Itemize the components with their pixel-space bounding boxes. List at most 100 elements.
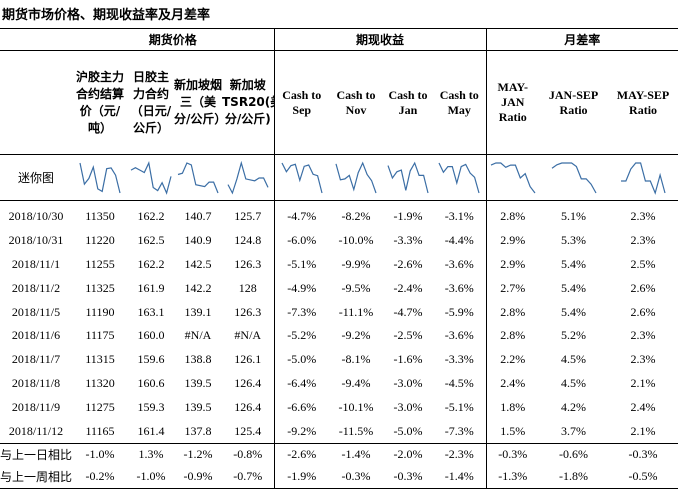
value-cell: 138.8 — [184, 352, 212, 367]
value-cell: -2.6% — [393, 256, 423, 271]
value-cell: 2.3% — [630, 328, 656, 343]
value-cell: -1.0% — [72, 442, 128, 466]
sparkline-chart — [281, 162, 323, 193]
comparison-row: 与上一周相比 -0.2% -1.0% -0.9% -0.7% -1.9% -0.3% -0.3… — [0, 465, 678, 489]
sparkline-line — [387, 161, 429, 193]
column-header: MAY-JAN Ratio — [485, 50, 540, 155]
table-row: 2018/11/8 11320 160.6 139.5 126.4 -6.4% -9.4% -… — [0, 371, 678, 396]
table-row: 2018/10/31 11220 162.5 140.9 124.8 -6.0% -10.0… — [0, 228, 678, 253]
value-cell: 5.4% — [561, 256, 587, 271]
sparkline-cell — [485, 154, 540, 201]
value-cell: -4.9% — [273, 276, 330, 301]
value-cell: 126.1 — [234, 352, 262, 367]
value-cell: -5.2% — [273, 323, 330, 348]
value-cell: -0.3% — [329, 465, 384, 489]
table-row: 2018/11/12 11165 161.4 137.8 125.4 -9.2% -11.5… — [0, 419, 678, 444]
table-row: 2018/11/9 11275 159.3 139.5 126.4 -6.6% -10.1%… — [0, 395, 678, 420]
sparkline-cell — [222, 154, 275, 201]
sparkline-line — [490, 161, 536, 193]
table-row: 2018/11/1 11255 162.2 142.5 126.3 -5.1% -9.9% -… — [0, 252, 678, 277]
table-row: 2018/11/6 11175 160.0 #N/A #N/A -5.2% -9.2% -2.… — [0, 323, 678, 348]
column-header: Cash to Jan — [383, 50, 434, 155]
value-cell: #N/A — [234, 328, 262, 343]
value-cell: 5.1% — [561, 209, 587, 224]
value-cell: -0.3% — [608, 442, 678, 466]
sparkline-chart — [621, 161, 666, 195]
value-cell: 2.2% — [485, 347, 540, 372]
value-cell: 159.3 — [137, 399, 165, 414]
value-cell: 161.9 — [137, 280, 165, 295]
value-cell: 4.2% — [561, 399, 587, 414]
value-cell: -3.0% — [393, 399, 423, 414]
table-row: 2018/11/2 11325 161.9 142.2 128 -4.9% -9.5% -2.… — [0, 276, 678, 301]
comparison-row: 与上一日相比 -1.0% 1.3% -1.2% -0.8% -2.6% -1.4% -2.0%… — [0, 442, 678, 466]
value-cell: -10.1% — [338, 399, 374, 414]
value-cell: -3.6% — [444, 280, 474, 295]
value-cell: -11.5% — [338, 423, 374, 438]
value-cell: -7.3% — [273, 300, 330, 324]
value-cell: 3.7% — [561, 423, 587, 438]
value-cell: 11190 — [85, 304, 115, 319]
date-header — [0, 50, 72, 155]
sparkline-cell — [608, 154, 678, 201]
value-cell: 2.9% — [485, 228, 540, 253]
sparkline-line — [130, 160, 172, 195]
value-cell: 11275 — [85, 399, 115, 414]
sparkline-cell — [383, 154, 434, 201]
sparkline-cell — [539, 154, 609, 201]
value-cell: 2.5% — [630, 256, 656, 271]
value-cell: 11220 — [85, 233, 115, 248]
value-cell: 2.1% — [630, 423, 656, 438]
value-cell: -6.6% — [273, 395, 330, 420]
value-cell: -1.8% — [539, 465, 609, 489]
value-cell: -1.0% — [128, 465, 174, 489]
value-cell: -3.1% — [444, 209, 474, 224]
column-header: Cash to May — [433, 50, 487, 155]
value-cell: -0.3% — [383, 465, 434, 489]
value-cell: 160.0 — [137, 328, 165, 343]
sparkline-chart — [177, 161, 219, 193]
table-title: 期货市场价格、期现收益率及月差率 — [2, 8, 211, 23]
value-cell: -9.2% — [273, 419, 330, 444]
value-cell: -6.4% — [273, 371, 330, 396]
value-cell: 139.5 — [184, 375, 212, 390]
value-cell: 162.2 — [137, 256, 165, 271]
sparkline-chart — [79, 162, 121, 193]
table-row: 2018/11/7 11315 159.6 138.8 126.1 -5.0% -8.1% -… — [0, 347, 678, 372]
value-cell: 137.8 — [184, 423, 212, 438]
value-cell: -6.0% — [273, 228, 330, 253]
sparkline-label: 迷你图 — [0, 154, 72, 201]
value-cell: -3.6% — [444, 328, 474, 343]
market-table: 期货价格 期现收益 月差率 沪胶主力合约结算价（元/吨） 日胶主力合约（日元/公… — [0, 28, 678, 489]
value-cell: 5.4% — [561, 304, 587, 319]
value-cell: -8.1% — [341, 352, 371, 367]
value-cell: 142.2 — [184, 280, 212, 295]
value-cell: -8.2% — [341, 209, 371, 224]
value-cell: 161.4 — [137, 423, 165, 438]
group-spread: 月差率 — [485, 28, 678, 51]
value-cell: -3.3% — [444, 352, 474, 367]
comparison-label: 与上一周相比 — [0, 465, 72, 489]
sparkline-cell — [329, 154, 384, 201]
sparkline-line — [281, 162, 323, 193]
value-cell: 2.4% — [630, 399, 656, 414]
value-cell: 139.5 — [184, 399, 212, 414]
sparkline-cell — [273, 154, 330, 201]
value-cell: -3.0% — [393, 375, 423, 390]
value-cell: 2.9% — [485, 252, 540, 277]
value-cell: -4.7% — [273, 200, 330, 229]
sparkline-chart — [387, 161, 429, 193]
sparkline-line — [551, 161, 597, 193]
sparkline-chart — [130, 160, 172, 195]
value-cell: -1.9% — [393, 209, 423, 224]
value-cell: 2.6% — [630, 280, 656, 295]
value-cell: 11255 — [85, 256, 115, 271]
value-cell: -9.9% — [341, 256, 371, 271]
value-cell: -3.6% — [444, 256, 474, 271]
value-cell: -5.1% — [273, 252, 330, 277]
value-cell: -7.3% — [444, 423, 474, 438]
value-cell: 2.4% — [485, 371, 540, 396]
value-cell: -0.8% — [222, 442, 275, 466]
column-header: 沪胶主力合约结算价（元/吨） — [72, 50, 128, 155]
sparkline-line — [621, 161, 666, 195]
